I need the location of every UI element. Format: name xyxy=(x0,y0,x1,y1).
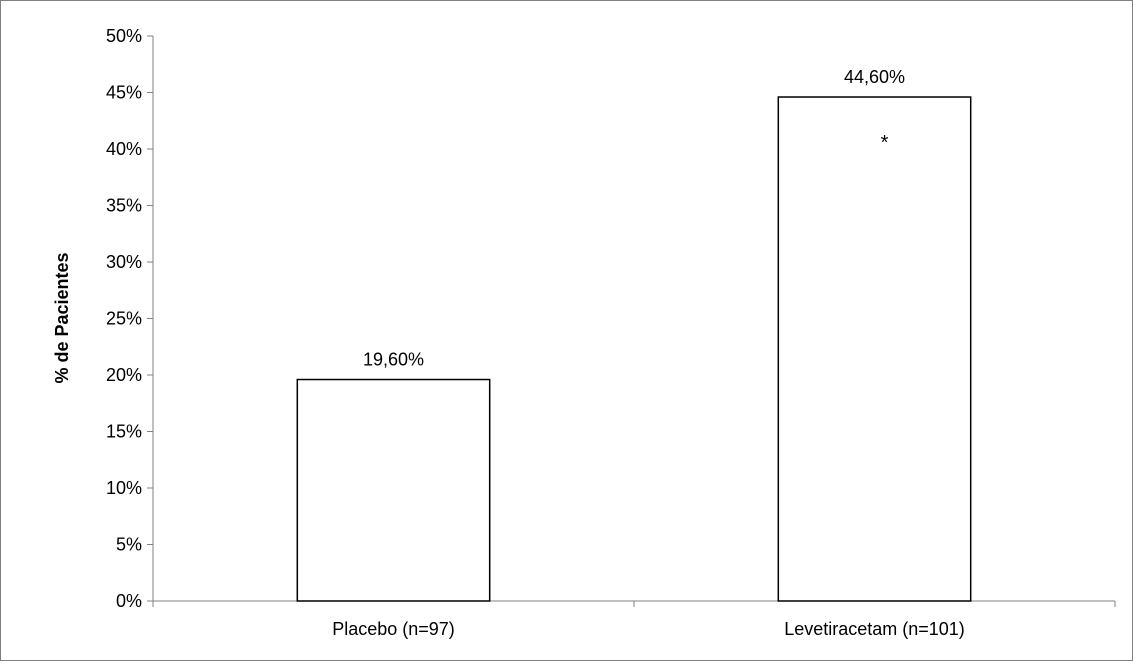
y-tick-label: 10% xyxy=(106,478,142,498)
y-tick-label: 30% xyxy=(106,252,142,272)
y-tick-label: 50% xyxy=(106,26,142,46)
data-labels: 19,60% 44,60% * xyxy=(363,67,905,370)
bars xyxy=(296,96,972,602)
bar xyxy=(296,378,491,602)
y-axis: 0% 5% 10% 15% 20% 25% 30% 35% 40% 45% 50% xyxy=(106,26,154,611)
y-tick-label: 40% xyxy=(106,139,142,159)
y-tick-label: 35% xyxy=(106,196,142,216)
significance-marker: * xyxy=(881,132,889,154)
data-label: 19,60% xyxy=(363,350,424,370)
y-tick-label: 20% xyxy=(106,365,142,385)
y-tick-label: 15% xyxy=(106,422,142,442)
y-tick-label: 5% xyxy=(116,535,142,555)
y-axis-title: % de Pacientes xyxy=(52,252,72,383)
y-tick-label: 0% xyxy=(116,591,142,611)
bar xyxy=(777,96,972,602)
y-tick-label: 45% xyxy=(106,83,142,103)
y-tick-label: 25% xyxy=(106,309,142,329)
data-label: 44,60% xyxy=(844,67,905,87)
x-tick-label: Levetiracetam (n=101) xyxy=(784,619,965,639)
x-tick-label: Placebo (n=97) xyxy=(332,619,455,639)
